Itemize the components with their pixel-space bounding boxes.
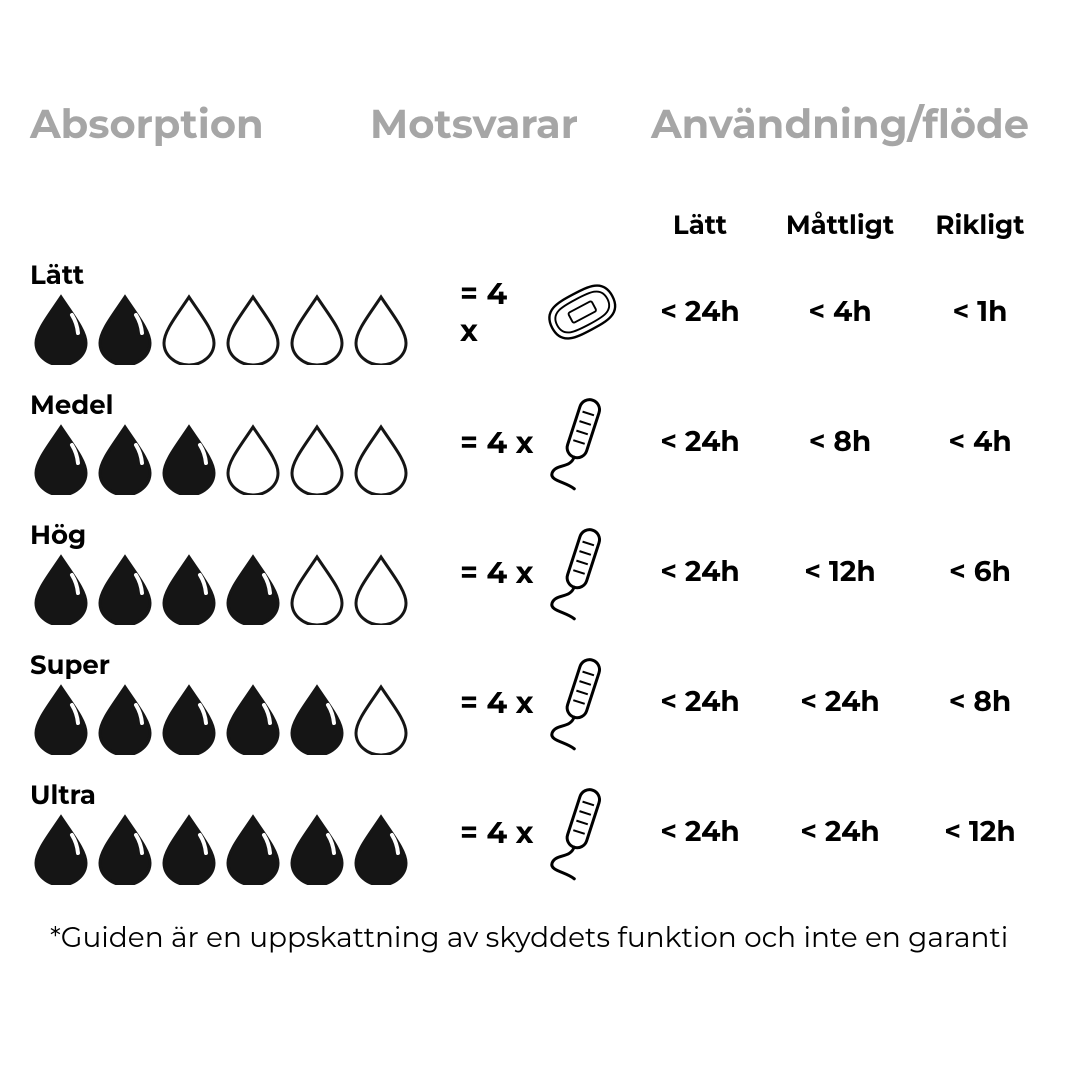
drop-icon — [350, 293, 412, 365]
usage-light: < 24h — [630, 815, 770, 849]
equivalent-prefix: = 4 x — [460, 275, 529, 349]
drop-icon — [158, 683, 220, 755]
table-row: Lätt = 4 x < 24h< 4h< 1h — [30, 247, 1050, 377]
tampon-icon — [539, 522, 619, 622]
usage-moderate: < 24h — [770, 685, 910, 719]
usage-heavy: < 4h — [910, 425, 1050, 459]
tampon-icon — [539, 652, 619, 752]
drop-icon — [286, 553, 348, 625]
drop-icon — [158, 813, 220, 885]
drop-icon — [30, 293, 92, 365]
drop-icon — [158, 293, 220, 365]
table-row: Super = 4 x < 24h< 24h< 8h — [30, 637, 1050, 767]
usage-moderate: < 8h — [770, 425, 910, 459]
drop-icon — [94, 813, 156, 885]
usage-cell: < 24h< 24h< 12h — [630, 815, 1050, 849]
usage-heavy: < 1h — [910, 295, 1050, 329]
equivalent-prefix: = 4 x — [460, 814, 533, 851]
drop-icon — [30, 683, 92, 755]
usage-cell: < 24h< 4h< 1h — [630, 295, 1050, 329]
header-usage: Användning/flöde — [630, 100, 1050, 149]
row-label: Medel — [30, 389, 460, 421]
drop-icon — [94, 423, 156, 495]
drop-icon — [222, 683, 284, 755]
usage-heavy: < 12h — [910, 815, 1050, 849]
drops — [30, 553, 460, 625]
drop-icon — [222, 293, 284, 365]
usage-light: < 24h — [630, 685, 770, 719]
equivalent-cell: = 4 x — [460, 652, 630, 752]
usage-heavy: < 8h — [910, 685, 1050, 719]
drop-icon — [30, 423, 92, 495]
drops — [30, 293, 460, 365]
absorption-cell: Medel — [30, 389, 460, 495]
drop-icon — [350, 683, 412, 755]
header-equivalent: Motsvarar — [370, 100, 630, 149]
drop-icon — [94, 683, 156, 755]
usage-label-light: Lätt — [630, 209, 770, 241]
absorption-cell: Ultra — [30, 779, 460, 885]
usage-moderate: < 4h — [770, 295, 910, 329]
infographic: Absorption Motsvarar Användning/flöde Lä… — [0, 0, 1080, 955]
equivalent-cell: = 4 x — [460, 392, 630, 492]
drop-icon — [286, 423, 348, 495]
usage-label-heavy: Rikligt — [910, 209, 1050, 241]
column-headers: Absorption Motsvarar Användning/flöde — [30, 100, 1050, 149]
usage-moderate: < 12h — [770, 555, 910, 589]
subheader-spacer — [30, 209, 630, 241]
equivalent-cell: = 4 x — [460, 275, 630, 349]
drop-icon — [222, 553, 284, 625]
equivalent-prefix: = 4 x — [460, 554, 533, 591]
usage-subheaders: Lätt Måttligt Rikligt — [30, 209, 1050, 241]
absorption-cell: Super — [30, 649, 460, 755]
table-row: Ultra = 4 x < 24h< 24h< 12h — [30, 767, 1050, 897]
drop-icon — [350, 553, 412, 625]
drop-icon — [350, 423, 412, 495]
drop-icon — [350, 813, 412, 885]
row-label: Ultra — [30, 779, 460, 811]
drop-icon — [30, 553, 92, 625]
usage-light: < 24h — [630, 555, 770, 589]
row-label: Super — [30, 649, 460, 681]
usage-light: < 24h — [630, 295, 770, 329]
drop-icon — [286, 813, 348, 885]
drop-icon — [158, 553, 220, 625]
absorption-cell: Lätt — [30, 259, 460, 365]
rows-container: Lätt = 4 x < 24h< 4h< 1hMedel — [30, 247, 1050, 897]
usage-label-moderate: Måttligt — [770, 209, 910, 241]
usage-moderate: < 24h — [770, 815, 910, 849]
pad-icon — [535, 277, 630, 347]
footnote: *Guiden är en uppskattning av skyddets f… — [30, 921, 1050, 955]
drops — [30, 423, 460, 495]
usage-cell: < 24h< 24h< 8h — [630, 685, 1050, 719]
table-row: Medel = 4 x < 24h< 8h< 4h — [30, 377, 1050, 507]
drop-icon — [286, 293, 348, 365]
drop-icon — [30, 813, 92, 885]
table-row: Hög = 4 x < 24h< 12h< 6h — [30, 507, 1050, 637]
drop-icon — [222, 813, 284, 885]
drop-icon — [158, 423, 220, 495]
usage-heavy: < 6h — [910, 555, 1050, 589]
equivalent-cell: = 4 x — [460, 522, 630, 622]
header-absorption: Absorption — [30, 100, 370, 149]
drops — [30, 813, 460, 885]
row-label: Lätt — [30, 259, 460, 291]
drop-icon — [222, 423, 284, 495]
tampon-icon — [539, 782, 619, 882]
drop-icon — [286, 683, 348, 755]
drops — [30, 683, 460, 755]
equivalent-cell: = 4 x — [460, 782, 630, 882]
row-label: Hög — [30, 519, 460, 551]
tampon-icon — [539, 392, 619, 492]
equivalent-prefix: = 4 x — [460, 424, 533, 461]
drop-icon — [94, 293, 156, 365]
usage-cell: < 24h< 12h< 6h — [630, 555, 1050, 589]
absorption-cell: Hög — [30, 519, 460, 625]
usage-light: < 24h — [630, 425, 770, 459]
drop-icon — [94, 553, 156, 625]
usage-cell: < 24h< 8h< 4h — [630, 425, 1050, 459]
equivalent-prefix: = 4 x — [460, 684, 533, 721]
